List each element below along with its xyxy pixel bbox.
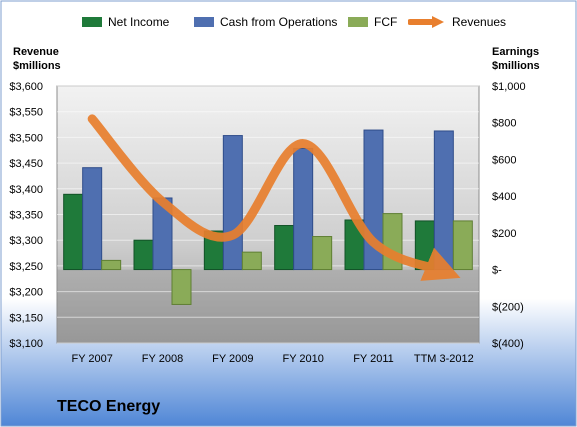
right-tick-label: $(400) (492, 338, 524, 350)
legend-item-fcf: FCF (348, 15, 397, 29)
x-tick-label: FY 2007 (71, 353, 112, 365)
legend-label-cash-from-operations: Cash from Operations (220, 15, 338, 29)
left-axis-ticks: $3,600 $3,550 $3,500 $3,450 $3,400 $3,350 $3,3… (9, 81, 43, 350)
left-tick-label: $3,400 (9, 184, 43, 196)
legend: Net Income Cash from Operations FCF Reve… (0, 15, 577, 35)
left-tick-label: $3,200 (9, 287, 43, 299)
left-tick-label: $3,300 (9, 235, 43, 247)
left-tick-label: $3,600 (9, 81, 43, 93)
left-axis-title-line2: $millions (13, 60, 61, 72)
right-tick-label: $600 (492, 154, 516, 166)
right-axis-title: Earnings $millions (492, 45, 540, 73)
left-tick-label: $3,350 (9, 210, 43, 222)
bar-fcf (241, 251, 262, 271)
legend-item-cash-from-operations: Cash from Operations (194, 15, 337, 29)
bar-net-income (133, 239, 154, 271)
left-tick-label: $3,450 (9, 158, 43, 170)
x-tick-label: FY 2008 (142, 353, 183, 365)
bar-fcf (101, 259, 122, 271)
x-tick-label: FY 2011 (353, 353, 394, 365)
right-tick-label: $- (492, 265, 502, 277)
bar-cash-from-operations (222, 135, 243, 271)
right-axis-title-line2: $millions (492, 60, 540, 72)
legend-label-fcf: FCF (374, 15, 398, 29)
legend-swatch-cash-from-operations (194, 17, 214, 27)
bar-net-income (63, 193, 84, 271)
bar-fcf (452, 220, 473, 271)
x-tick-label: FY 2010 (282, 353, 323, 365)
legend-swatch-net-income (82, 17, 102, 27)
bar-cash-from-operations (293, 147, 314, 271)
company-name: TECO Energy (57, 398, 161, 415)
legend-item-revenues: Revenues (408, 15, 506, 29)
bar-cash-from-operations (82, 167, 103, 271)
right-tick-label: $800 (492, 118, 516, 130)
legend-swatch-revenues (408, 16, 444, 28)
bar-net-income (274, 225, 295, 271)
revenue-line (87, 114, 461, 281)
left-axis-title: Revenue $millions (13, 45, 61, 73)
bar-cash-from-operations (433, 130, 454, 271)
right-tick-label: $1,000 (492, 81, 526, 93)
left-tick-label: $3,100 (9, 338, 43, 350)
right-tick-label: $(200) (492, 301, 524, 313)
bar-fcf (171, 269, 192, 305)
right-axis-title-line1: Earnings (492, 46, 540, 58)
legend-swatch-fcf (348, 17, 368, 27)
x-axis-ticks: FY 2007 FY 2008 FY 2009 FY 2010 FY 2011 TTM 3… (71, 353, 473, 365)
left-axis-title-line1: Revenue (13, 46, 59, 58)
negative-region (57, 269, 479, 343)
right-tick-label: $400 (492, 191, 516, 203)
bar-fcf (312, 236, 333, 271)
right-axis-ticks: $1,000 $800 $600 $400 $200 $- $(200) $(400) (492, 81, 526, 350)
left-tick-label: $3,500 (9, 132, 43, 144)
x-tick-label: FY 2009 (212, 353, 253, 365)
legend-label-revenues: Revenues (452, 15, 507, 29)
left-tick-label: $3,550 (9, 107, 43, 119)
left-tick-label: $3,150 (9, 312, 43, 324)
legend-label-net-income: Net Income (108, 15, 170, 29)
right-tick-label: $200 (492, 228, 516, 240)
plot-area (56, 85, 480, 344)
left-tick-label: $3,250 (9, 261, 43, 273)
legend-item-net-income: Net Income (82, 15, 169, 29)
x-tick-label: TTM 3-2012 (414, 353, 474, 365)
